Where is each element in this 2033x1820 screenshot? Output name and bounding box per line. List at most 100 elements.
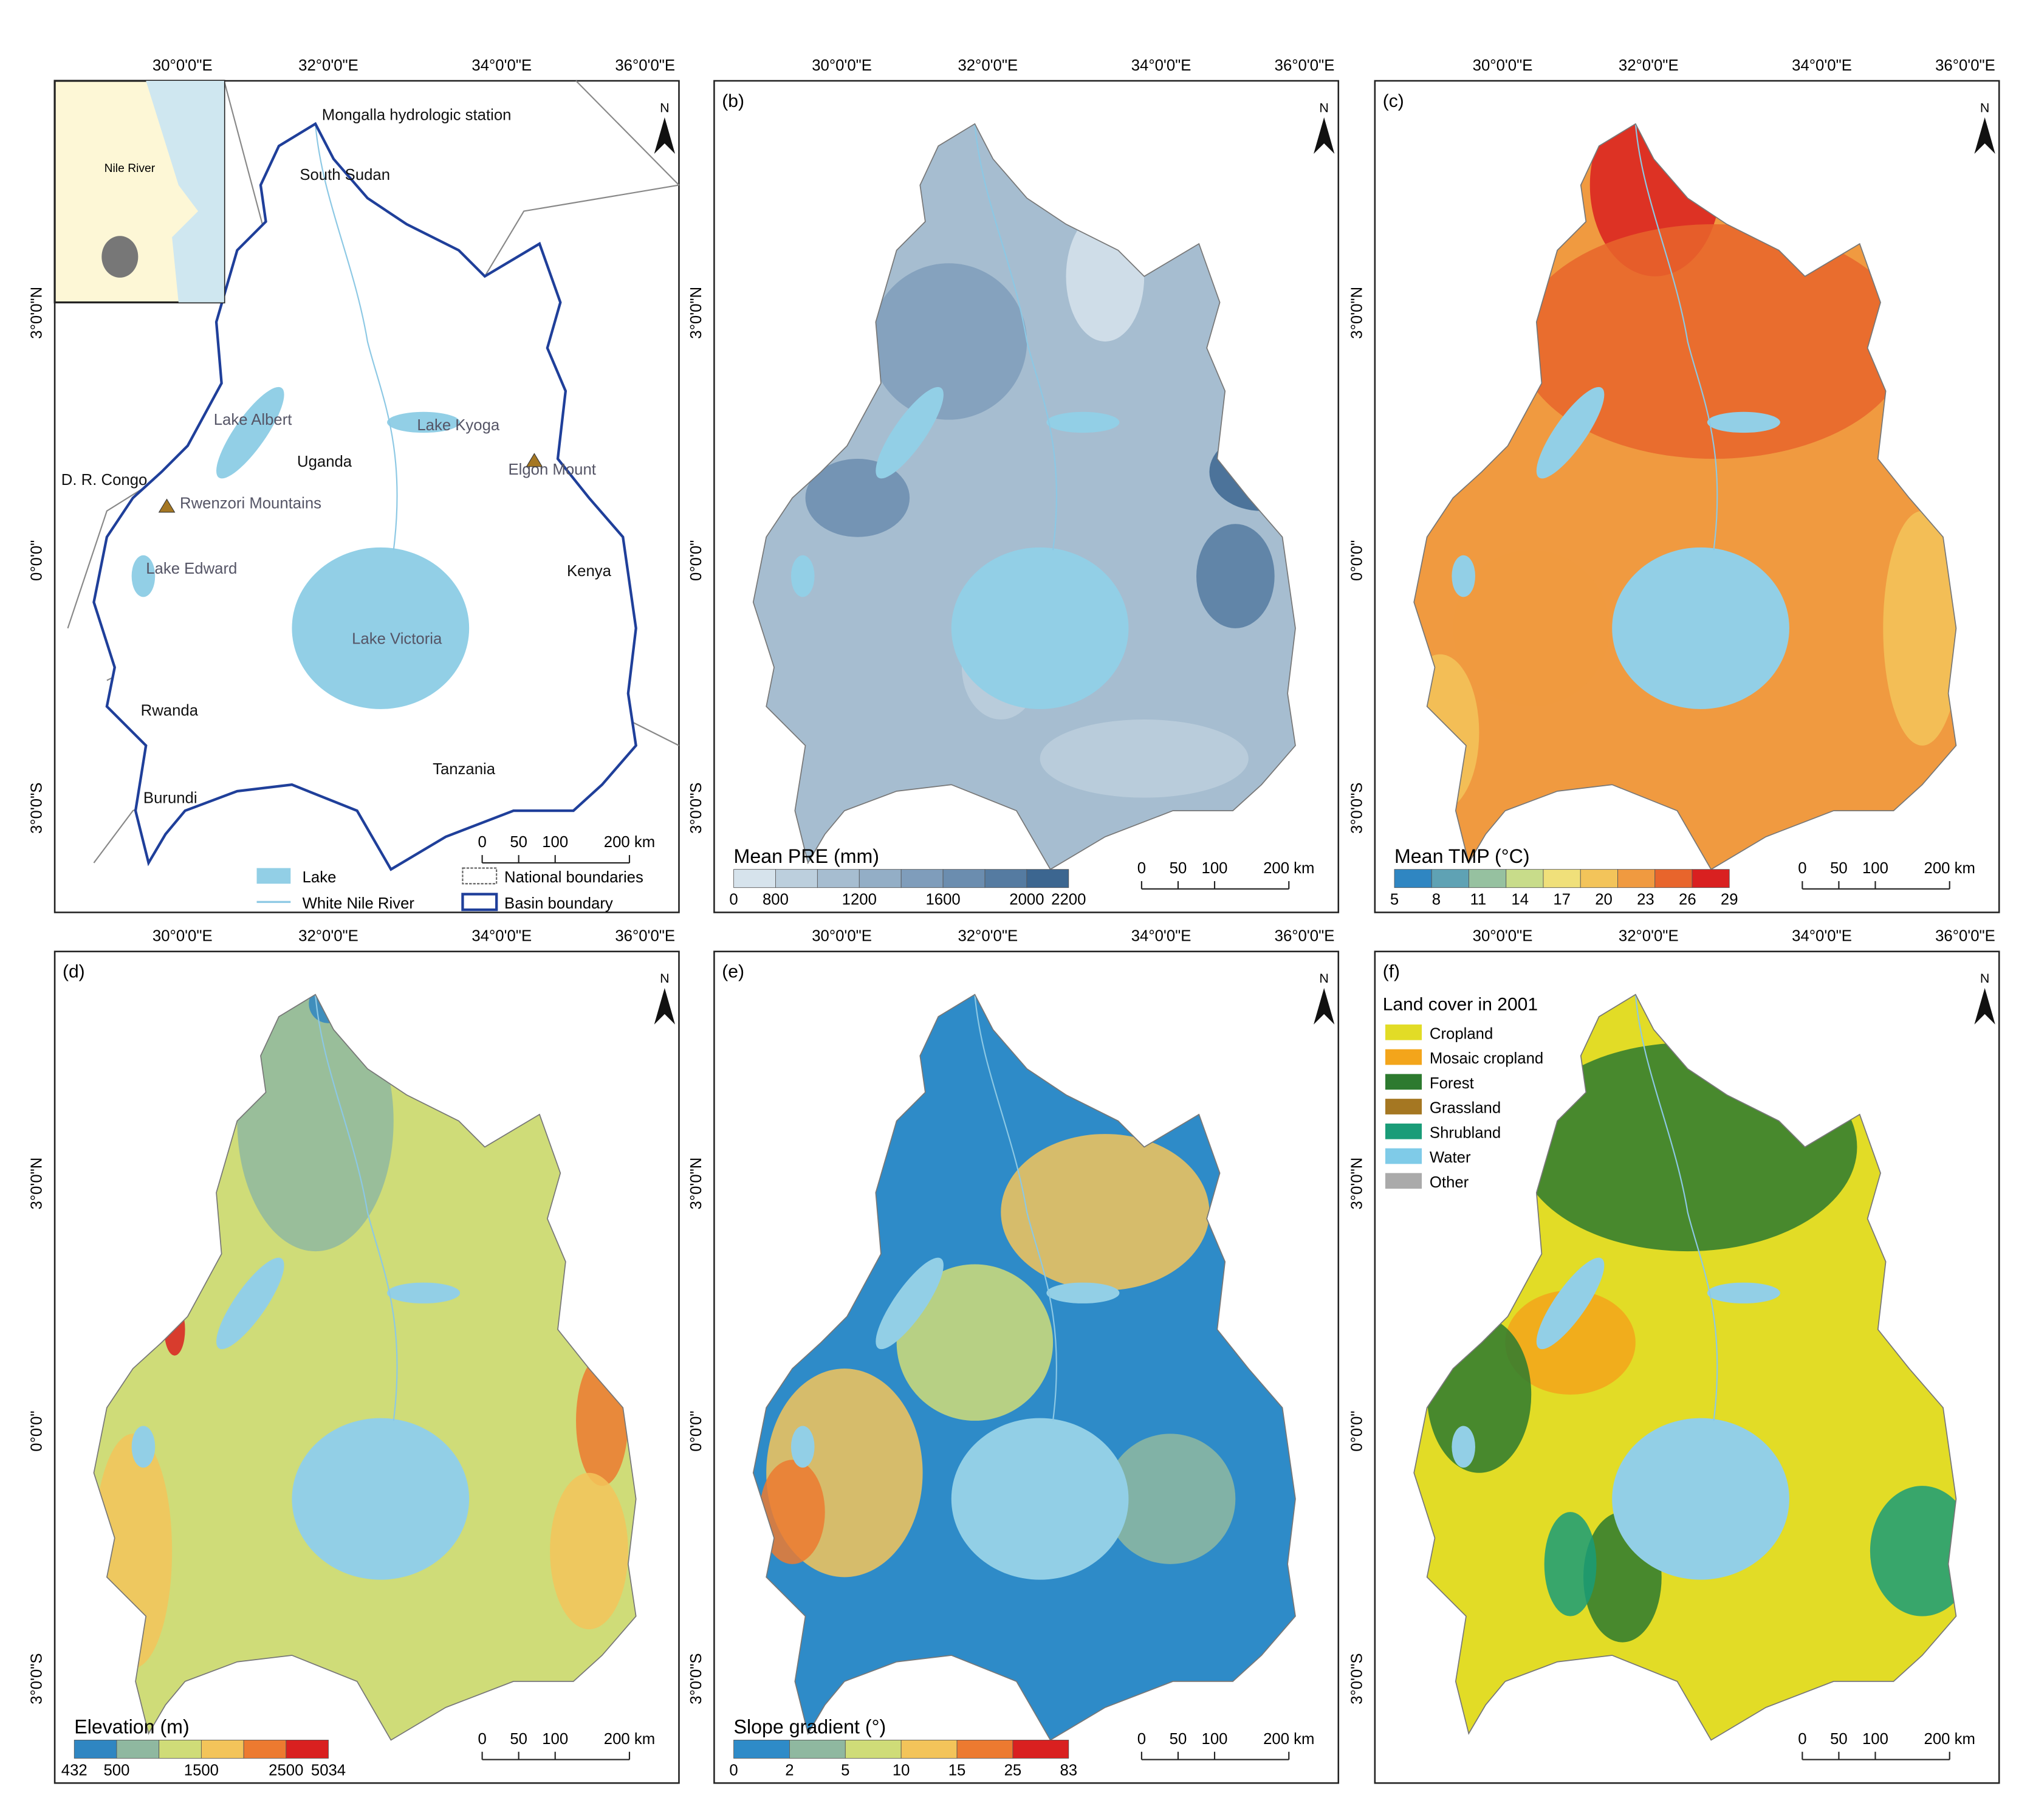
legend-tick: 2 (785, 1762, 794, 1779)
place-name: Kenya (567, 563, 612, 580)
scale-label: 200 km (1924, 1731, 1975, 1748)
legend-tick: 5 (1390, 891, 1399, 908)
scale-label: 50 (1830, 860, 1848, 877)
lon-tick-label: 32°0'0"E (298, 928, 358, 945)
north-arrow (1974, 117, 1995, 154)
scale-label: 0 (478, 834, 486, 851)
lon-tick-label: 30°0'0"E (153, 928, 213, 945)
lat-tick-label: 0°0'0" (1348, 1410, 1365, 1451)
panel: 30°0'0"E 32°0'0"E 34°0'0"E 36°0'0"E 3°0'0"N 0… (688, 57, 1340, 913)
legend-swatch (900, 869, 944, 888)
lon-tick-label: 32°0'0"E (958, 57, 1018, 74)
legend-swatch (956, 1739, 1013, 1759)
inset-sea (146, 81, 224, 303)
basin-outline (1413, 994, 1957, 1741)
lake (1612, 547, 1789, 709)
panel: 30°0'0"E 32°0'0"E 34°0'0"E 36°0'0"E 3°0'0"N 0… (688, 928, 1340, 1784)
legend-label: Water (1430, 1149, 1471, 1166)
lat-tick-label: 0°0'0" (688, 540, 705, 581)
legend-tick: 2200 (1051, 891, 1086, 908)
lat-tick-label: 3°0'0"N (29, 287, 46, 339)
basin-fill (94, 994, 636, 1740)
panel-label: (e) (722, 962, 744, 982)
lake (790, 555, 815, 597)
map-zone (1544, 1512, 1597, 1616)
legend-tick: 500 (104, 1762, 130, 1779)
basin-outline (752, 123, 1296, 870)
legend-swatch (900, 1739, 958, 1759)
lake (1452, 555, 1475, 597)
inset-basin (101, 236, 139, 278)
legend-label: National boundaries (504, 869, 643, 886)
lat-tick-label: 3°0'0"S (1348, 1653, 1365, 1704)
place-name: Lake Kyoga (417, 417, 500, 434)
scale-label: 0 (1798, 1731, 1806, 1748)
lon-tick-label: 34°0'0"E (1131, 928, 1191, 945)
legend-tick: 1500 (184, 1762, 219, 1779)
river (974, 123, 1057, 551)
lake (1536, 386, 1605, 479)
place-name: Tanzania (433, 761, 496, 778)
legend-label: Grassland (1430, 1100, 1501, 1117)
legend-swatch (1543, 869, 1581, 888)
legend-swatch (1385, 1024, 1422, 1040)
lat-tick-label: 0°0'0" (1348, 540, 1365, 581)
map-zone (1453, 550, 1610, 707)
lat-tick-label: 3°0'0"N (688, 287, 705, 339)
legend-label: Mosaic cropland (1430, 1050, 1543, 1067)
map-zone (237, 994, 394, 1252)
map-zone (1870, 1486, 1956, 1616)
lon-tick-label: 36°0'0"E (1935, 57, 1995, 74)
lon-tick-label: 34°0'0"E (1792, 57, 1852, 74)
legend-label: Lake (303, 869, 337, 886)
north-arrow (1314, 117, 1335, 154)
legend-swatch (1431, 869, 1469, 888)
panel: 30°0'0"E 32°0'0"E 34°0'0"E 36°0'0"E 3°0'0"N 0… (29, 928, 680, 1784)
scale-label: 0 (478, 1731, 486, 1748)
panel-label: (b) (722, 91, 744, 111)
scale-label: 0 (1137, 1731, 1146, 1748)
lat-tick-label: 3°0'0"S (688, 783, 705, 834)
place-name: Rwanda (141, 702, 199, 719)
scale-label: 50 (510, 1731, 527, 1748)
legend-swatch (1506, 869, 1544, 888)
scale-label: 50 (1170, 1731, 1187, 1748)
legend-title: Land cover in 2001 (1383, 994, 1538, 1014)
legend-swatch (1385, 1123, 1422, 1139)
map-zone (550, 1472, 628, 1630)
lon-tick-label: 32°0'0"E (1619, 57, 1679, 74)
lake (1046, 1282, 1120, 1303)
lake (1707, 411, 1780, 433)
panel-label: (d) (63, 962, 85, 982)
north-label: N (1980, 100, 1989, 115)
legend-swatch (984, 869, 1027, 888)
map-zone (896, 1264, 1054, 1421)
north-label: N (1319, 971, 1328, 986)
legend-tick: 5034 (311, 1762, 346, 1779)
map-zone (1505, 1290, 1636, 1395)
lon-tick-label: 36°0'0"E (615, 928, 675, 945)
lake (876, 1257, 944, 1350)
legend-swatch (817, 869, 860, 888)
lon-tick-label: 36°0'0"E (615, 57, 675, 74)
lat-tick-label: 3°0'0"N (1348, 1158, 1365, 1210)
map-content (790, 123, 1296, 798)
basin-fill (94, 123, 636, 870)
lon-tick-label: 30°0'0"E (1473, 928, 1533, 945)
legend-swatch (1385, 1173, 1422, 1189)
legend-tick: 23 (1637, 891, 1654, 908)
lat-tick-label: 3°0'0"S (29, 1653, 46, 1704)
place-name: D. R. Congo (61, 472, 148, 489)
lake (951, 547, 1129, 709)
legend-swatch (1654, 869, 1693, 888)
river (314, 123, 398, 551)
basin-outline (752, 994, 1296, 1741)
legend-swatch (201, 1739, 244, 1759)
legend-swatch (462, 867, 498, 885)
lake (131, 1426, 156, 1468)
lake (1536, 1257, 1605, 1350)
lake (1046, 411, 1120, 433)
legend-swatch (1394, 869, 1432, 888)
north-arrow (654, 987, 676, 1025)
lake (1707, 1282, 1780, 1303)
